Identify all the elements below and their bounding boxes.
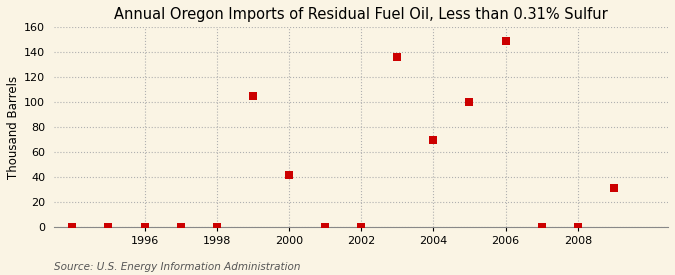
Y-axis label: Thousand Barrels: Thousand Barrels [7, 76, 20, 179]
Point [248, 94, 259, 98]
Point [356, 225, 367, 229]
Point [320, 225, 331, 229]
Point [428, 138, 439, 142]
Point [608, 186, 619, 191]
Text: Source: U.S. Energy Information Administration: Source: U.S. Energy Information Administ… [54, 262, 300, 272]
Point [464, 100, 475, 104]
Title: Annual Oregon Imports of Residual Fuel Oil, Less than 0.31% Sulfur: Annual Oregon Imports of Residual Fuel O… [114, 7, 608, 22]
Point [211, 225, 222, 229]
Point [176, 225, 186, 229]
Point [284, 172, 294, 177]
Point [139, 225, 150, 229]
Point [67, 225, 78, 229]
Point [103, 225, 114, 229]
Point [500, 39, 511, 43]
Point [536, 225, 547, 229]
Point [392, 55, 403, 59]
Point [572, 225, 583, 229]
Point [31, 225, 42, 229]
